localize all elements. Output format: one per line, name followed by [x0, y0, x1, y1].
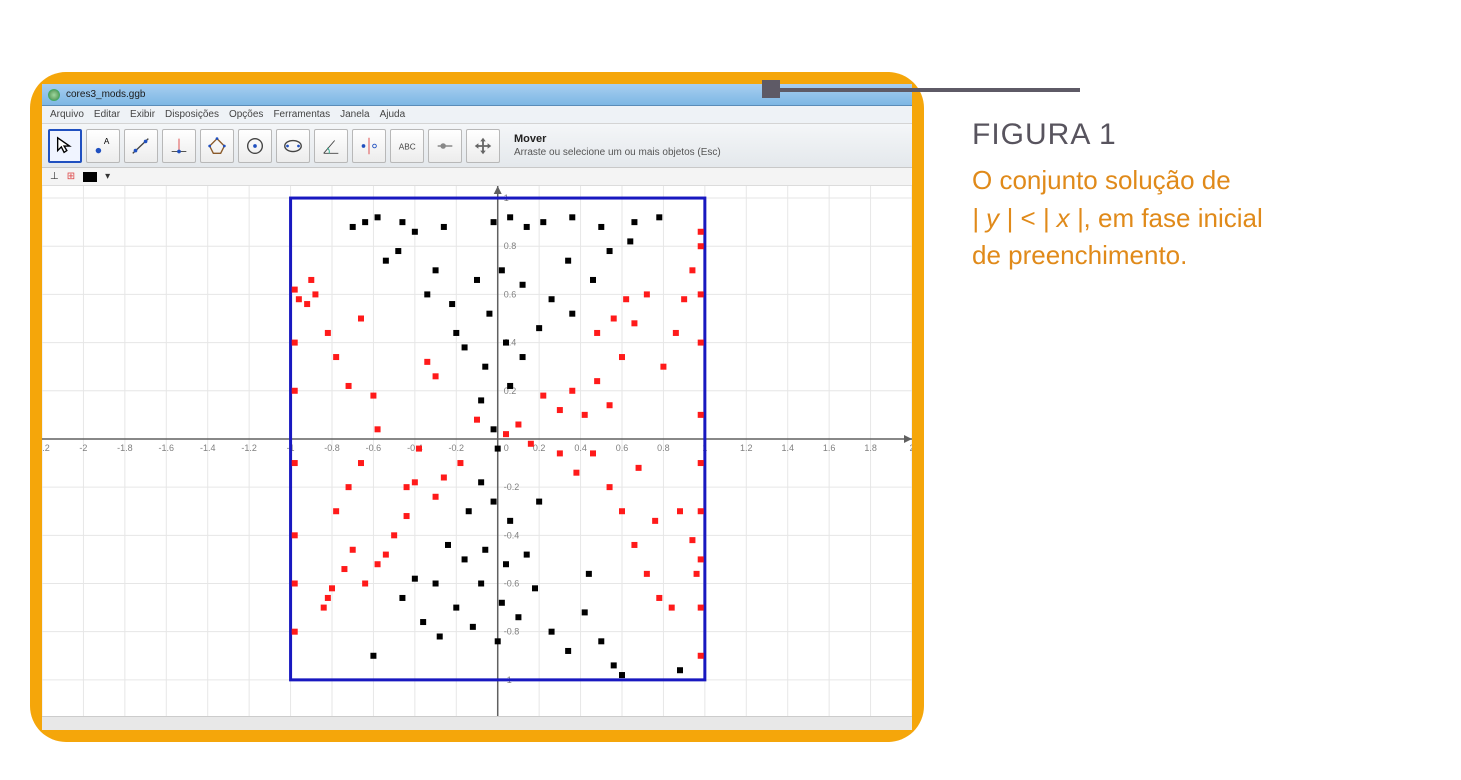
svg-text:-0.2: -0.2	[504, 482, 520, 492]
geogebra-window: cores3_mods.ggb Arquivo Editar Exibir Di…	[42, 84, 912, 730]
tool-move[interactable]	[48, 129, 82, 163]
tool-hint-title: Mover	[514, 132, 721, 146]
svg-text:0.4: 0.4	[574, 443, 587, 453]
window-title: cores3_mods.ggb	[66, 89, 146, 100]
svg-text:-1.8: -1.8	[117, 443, 133, 453]
svg-text:0.6: 0.6	[616, 443, 629, 453]
tool-line[interactable]	[124, 129, 158, 163]
svg-text:-0.8: -0.8	[324, 443, 340, 453]
tool-hint-sub: Arraste ou selecione um ou mais objetos …	[514, 146, 721, 159]
svg-text:0.6: 0.6	[504, 289, 517, 299]
style-axes-icon[interactable]: ⊥	[50, 171, 59, 182]
tool-circle[interactable]	[238, 129, 272, 163]
tool-perpendicular[interactable]	[162, 129, 196, 163]
style-dropdown-icon[interactable]: ▾	[105, 171, 110, 182]
svg-text:0.8: 0.8	[657, 443, 670, 453]
style-grid-icon[interactable]: ⊞	[67, 171, 75, 182]
figure-label: FIGURA 1	[972, 118, 1412, 152]
svg-text:A: A	[104, 137, 110, 146]
svg-text:1.2: 1.2	[740, 443, 753, 453]
stylebar: ⊥ ⊞ ▾	[42, 168, 912, 186]
menu-editar[interactable]: Editar	[94, 109, 120, 120]
menu-ferramentas[interactable]: Ferramentas	[273, 109, 330, 120]
menubar[interactable]: Arquivo Editar Exibir Disposições Opções…	[42, 106, 912, 124]
tool-angle[interactable]	[314, 129, 348, 163]
tool-text[interactable]: ABC	[390, 129, 424, 163]
svg-text:1.8: 1.8	[864, 443, 877, 453]
menu-arquivo[interactable]: Arquivo	[50, 109, 84, 120]
scatter-chart: -2.2-2-1.8-1.6-1.4-1.2-1-0.8-0.6-0.4-0.2…	[42, 186, 912, 716]
menu-janela[interactable]: Janela	[340, 109, 369, 120]
svg-text:1.4: 1.4	[781, 443, 794, 453]
figure-caption: FIGURA 1 O conjunto solução de | y | < |…	[972, 118, 1412, 275]
svg-text:-0.8: -0.8	[504, 627, 520, 637]
svg-text:-0.2: -0.2	[449, 443, 465, 453]
svg-text:-0.6: -0.6	[504, 579, 520, 589]
graphics-view[interactable]: -2.2-2-1.8-1.6-1.4-1.2-1-0.8-0.6-0.4-0.2…	[42, 186, 912, 716]
svg-text:-1.2: -1.2	[241, 443, 257, 453]
svg-text:-1.4: -1.4	[200, 443, 216, 453]
tool-ellipse[interactable]	[276, 129, 310, 163]
svg-text:-1.6: -1.6	[159, 443, 175, 453]
figure-description: O conjunto solução de | y | < | x |, em …	[972, 162, 1412, 275]
tool-move-view[interactable]	[466, 129, 500, 163]
svg-text:1.6: 1.6	[823, 443, 836, 453]
tool-polygon[interactable]	[200, 129, 234, 163]
svg-text:-2.2: -2.2	[42, 443, 50, 453]
menu-opcoes[interactable]: Opções	[229, 109, 263, 120]
callout-connector	[770, 88, 1080, 92]
svg-text:-0.6: -0.6	[366, 443, 382, 453]
svg-text:-0.4: -0.4	[504, 530, 520, 540]
style-color-swatch[interactable]	[83, 172, 97, 182]
tool-point[interactable]: A	[86, 129, 120, 163]
tool-reflect[interactable]	[352, 129, 386, 163]
tool-slider[interactable]	[428, 129, 462, 163]
svg-text:-2: -2	[79, 443, 87, 453]
figure-frame: cores3_mods.ggb Arquivo Editar Exibir Di…	[30, 72, 924, 742]
svg-text:0.2: 0.2	[533, 443, 546, 453]
tool-hint: Mover Arraste ou selecione um ou mais ob…	[514, 132, 721, 159]
svg-text:0.8: 0.8	[504, 241, 517, 251]
horizontal-scrollbar[interactable]	[42, 716, 912, 730]
callout-knob	[762, 80, 780, 98]
menu-exibir[interactable]: Exibir	[130, 109, 155, 120]
app-icon	[48, 89, 60, 101]
svg-text:ABC: ABC	[399, 142, 416, 151]
svg-text:2: 2	[909, 443, 912, 453]
svg-text:0: 0	[504, 443, 509, 453]
menu-ajuda[interactable]: Ajuda	[380, 109, 406, 120]
menu-disposicoes[interactable]: Disposições	[165, 109, 219, 120]
toolbar: A ABC	[42, 124, 912, 168]
